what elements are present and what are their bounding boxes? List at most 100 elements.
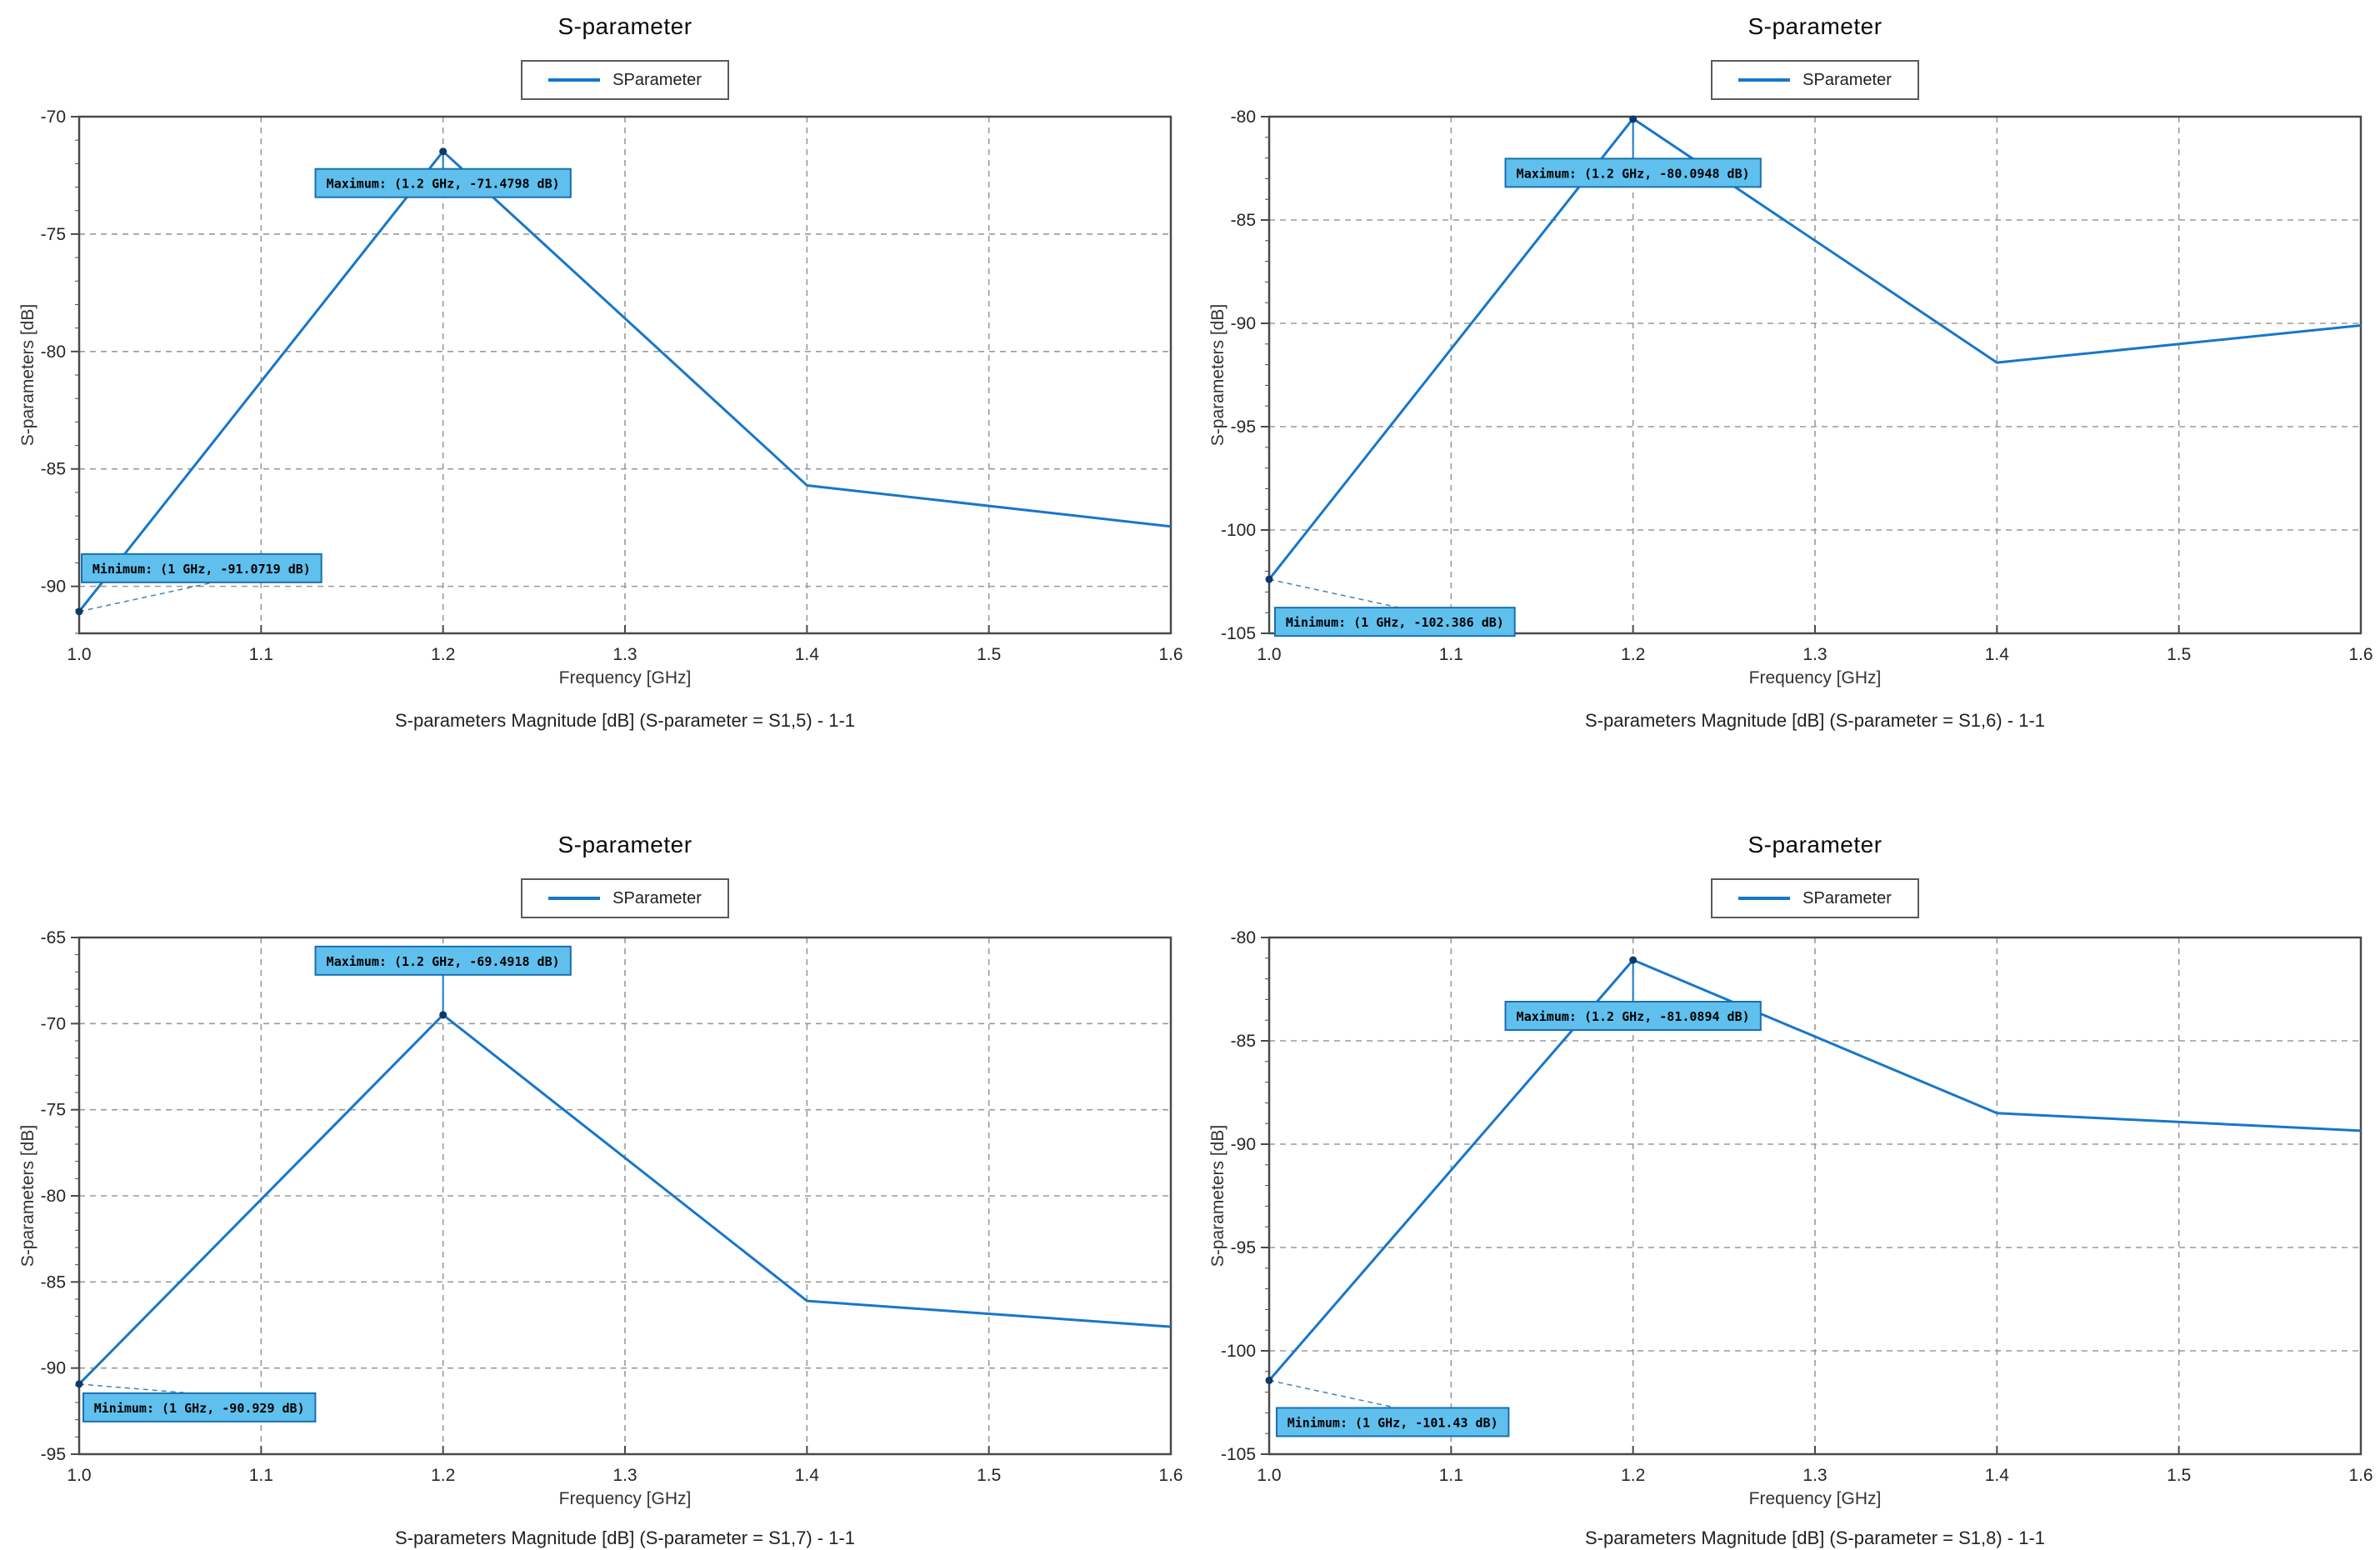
maximum-annotation-label: Maximum: (1.2 GHz, -69.4918 dB) [327,954,560,969]
maximum-point-marker [1629,115,1638,123]
y-tick-label: -85 [41,1272,66,1292]
sparameter-chart-panel-s18: S-parameter SParameter 1.0 1.1 1.2 1.3 1.4 1.… [1190,775,2380,1550]
y-tick-label: -70 [41,108,66,127]
minimum-point-marker [1265,1376,1273,1384]
x-tick-label: 1.6 [2348,1466,2372,1485]
y-tick-label: -95 [41,1445,66,1464]
x-tick-label: 1.5 [2167,1466,2191,1485]
maximum-annotation-box [1504,1001,1762,1032]
x-tick-label: 1.0 [67,1466,91,1485]
y-tick-label: -100 [1221,521,1256,540]
legend-label: SParameter [612,888,702,908]
x-tick-label: 1.6 [2348,645,2372,664]
y-tick-label: -85 [1231,211,1256,230]
chart-title: S-parameter [1748,13,1882,39]
x-tick-label: 1.4 [1985,1466,2010,1485]
x-axis-label: Frequency [GHz] [1748,668,1882,688]
y-tick-label: -75 [41,1101,66,1120]
x-tick-label: 1.4 [795,1466,820,1485]
y-tick-label: -85 [41,460,66,479]
x-tick-label: 1.1 [1439,645,1463,664]
y-tick-label: -80 [41,1187,66,1206]
minimum-annotation-label: Minimum: (1 GHz, -102.386 dB) [1286,615,1504,630]
x-tick-label: 1.5 [2167,645,2191,664]
y-tick-label: -95 [1231,1238,1256,1258]
y-tick-label: -90 [41,1359,66,1378]
legend-label: SParameter [1802,70,1892,89]
x-axis-label: Frequency [GHz] [558,1489,692,1508]
x-tick-label: 1.5 [977,1466,1001,1485]
minimum-annotation-box [81,552,322,583]
x-tick-label: 1.2 [431,645,455,664]
plot-area: 1.0 1.1 1.2 1.3 1.4 1.5 1.6 -65 -70 -75 -80 -85 -90 -… [41,928,1183,1485]
maximum-point-marker [1629,956,1638,964]
sparameter-line [78,150,1172,612]
chart-legend: SParameter [521,60,729,100]
maximum-annotation-box [314,168,572,198]
y-tick-label: -105 [1221,1445,1256,1464]
plot-border [1268,936,2362,1456]
chart-title: S-parameter [558,13,692,39]
y-tick-label: -105 [1221,624,1256,643]
y-tick-label: -90 [41,578,66,597]
x-tick-label: 1.1 [249,645,273,664]
legend-line-sample [548,897,601,900]
maximum-annotation-label: Maximum: (1.2 GHz, -71.4798 dB) [327,177,560,192]
chart-caption: S-parameters Magnitude [dB] (S-parameter… [394,1528,856,1548]
x-tick-label: 1.1 [1439,1466,1463,1485]
minimum-point-marker [75,608,83,616]
x-tick-label: 1.0 [67,645,91,664]
y-axis-label: S-parameters [dB] [18,303,38,447]
chart-title: S-parameter [558,832,692,858]
x-tick-label: 1.2 [1621,645,1645,664]
sparameter-line [78,1013,1172,1385]
x-tick-label: 1.3 [612,645,637,664]
y-tick-label: -80 [1231,108,1256,127]
x-tick-label: 1.3 [1802,645,1827,664]
x-tick-label: 1.6 [1158,645,1182,664]
y-axis-label: S-parameters [dB] [1208,303,1228,447]
x-tick-label: 1.1 [249,1466,273,1485]
sparameter-chart-panel-s16: S-parameter SParameter 1.0 1.1 1.2 1.3 1.4 1.… [1190,0,2380,775]
chart-legend: SParameter [1711,878,1919,918]
maximum-annotation-box [314,945,572,976]
y-tick-label: -65 [41,928,66,948]
x-tick-label: 1.4 [795,645,820,664]
maximum-annotation-box [1504,158,1762,188]
x-tick-label: 1.2 [431,1466,455,1485]
maximum-point-marker [439,148,448,156]
legend-line-sample [1738,78,1791,82]
legend-label: SParameter [1802,888,1892,908]
y-tick-label: -95 [1231,418,1256,437]
chart-caption: S-parameters Magnitude [dB] (S-parameter… [1584,1528,2046,1548]
minimum-annotation-label: Minimum: (1 GHz, -90.929 dB) [94,1401,305,1416]
x-tick-label: 1.6 [1158,1466,1182,1485]
y-tick-label: -75 [41,225,66,244]
minimum-leader-line [1268,1379,1405,1411]
plot-border [78,115,1172,635]
y-tick-label: -90 [1231,314,1256,333]
sparameter-line [1268,117,2362,581]
y-tick-label: -80 [41,342,66,362]
plot-area: 1.0 1.1 1.2 1.3 1.4 1.5 1.6 -80 -85 -90 -95 -100 -10… [1221,108,2373,664]
minimum-annotation-box [1274,607,1516,638]
x-axis-label: Frequency [GHz] [558,668,692,688]
x-tick-label: 1.4 [1985,645,2010,664]
chart-legend: SParameter [521,878,729,918]
maximum-point-marker [439,1011,448,1019]
plot-border [78,936,1172,1456]
y-tick-label: -85 [1231,1032,1256,1051]
x-tick-label: 1.5 [977,645,1001,664]
minimum-annotation-box [82,1392,317,1422]
x-tick-label: 1.0 [1257,1466,1281,1485]
y-tick-label: -80 [1231,928,1256,948]
x-tick-label: 1.2 [1621,1466,1645,1485]
plot-area: 1.0 1.1 1.2 1.3 1.4 1.5 1.6 -70 -75 -80 -85 -90 Maxi… [41,108,1183,664]
x-tick-label: 1.0 [1257,645,1281,664]
sparameter-line [1268,958,2362,1382]
maximum-annotation-label: Maximum: (1.2 GHz, -81.0894 dB) [1517,1009,1750,1024]
plot-area: 1.0 1.1 1.2 1.3 1.4 1.5 1.6 -80 -85 -90 -95 -100 -10… [1221,928,2373,1485]
legend-line-sample [1738,897,1791,900]
minimum-leader-line [1268,578,1408,610]
